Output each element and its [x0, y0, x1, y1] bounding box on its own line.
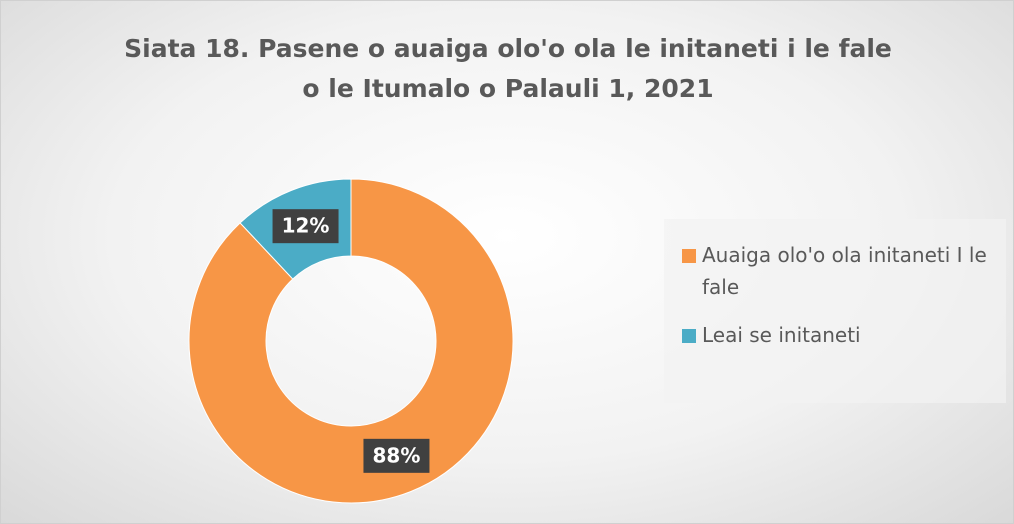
legend-swatch	[682, 329, 696, 343]
data-label: 12%	[282, 214, 330, 238]
legend-item: Leai se initaneti	[682, 319, 1012, 351]
data-label-box	[363, 438, 430, 473]
legend-label: Leai se initaneti	[702, 323, 861, 347]
data-label: 88%	[373, 443, 421, 467]
donut-segment	[188, 178, 514, 504]
data-label-box	[272, 209, 339, 244]
legend-swatch	[682, 249, 696, 263]
legend-label: Auaiga olo'o ola initaneti I le fale	[702, 243, 987, 299]
legend: Auaiga olo'o ola initaneti I le fale Leai…	[664, 219, 1006, 403]
legend-item: Auaiga olo'o ola initaneti I le fale	[682, 239, 1012, 303]
chart-title: Siata 18. Pasene o auaiga olo'o ola le i…	[124, 34, 892, 103]
